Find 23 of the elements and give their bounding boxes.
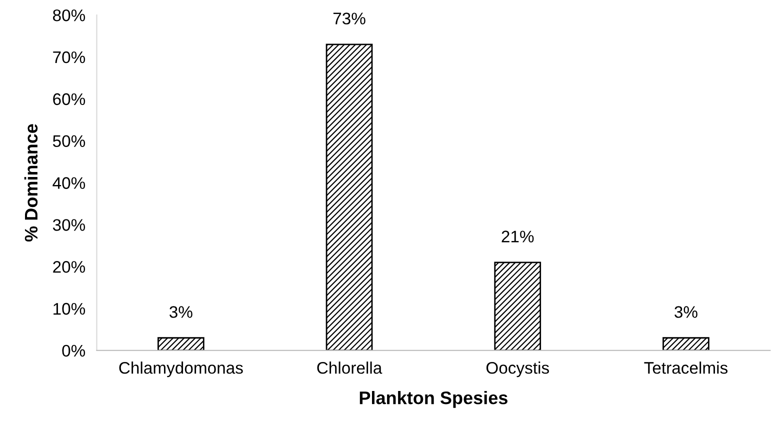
- x-tick-label: Chlorella: [317, 362, 382, 374]
- y-tick-label: 40%: [52, 177, 86, 189]
- bar: [158, 337, 204, 350]
- y-tick-label: 70%: [53, 51, 86, 64]
- y-axis-title: % Dominance: [24, 124, 38, 242]
- y-tick-label: 60%: [53, 93, 86, 106]
- bar: [494, 262, 542, 350]
- x-tick-label: Tetracelmis: [644, 362, 728, 374]
- bar: [662, 337, 710, 350]
- y-tick-label: 20%: [53, 261, 86, 273]
- x-tick-label: Oocystis: [486, 362, 549, 378]
- data-label: 3%: [170, 306, 192, 318]
- data-label: 21%: [502, 230, 534, 242]
- y-tick-label: 10%: [54, 302, 86, 315]
- data-label: 3%: [674, 306, 698, 318]
- y-tick-label: 0%: [62, 344, 86, 357]
- y-tick-label: 80%: [53, 9, 86, 22]
- bar: [326, 44, 373, 350]
- x-tick-label: Chlamydomonas: [119, 362, 243, 378]
- data-label: 73%: [333, 12, 366, 24]
- y-tick-label: 50%: [52, 135, 86, 148]
- x-axis-title: Plankton Spesies: [360, 390, 508, 408]
- y-tick-label: 30%: [52, 219, 86, 231]
